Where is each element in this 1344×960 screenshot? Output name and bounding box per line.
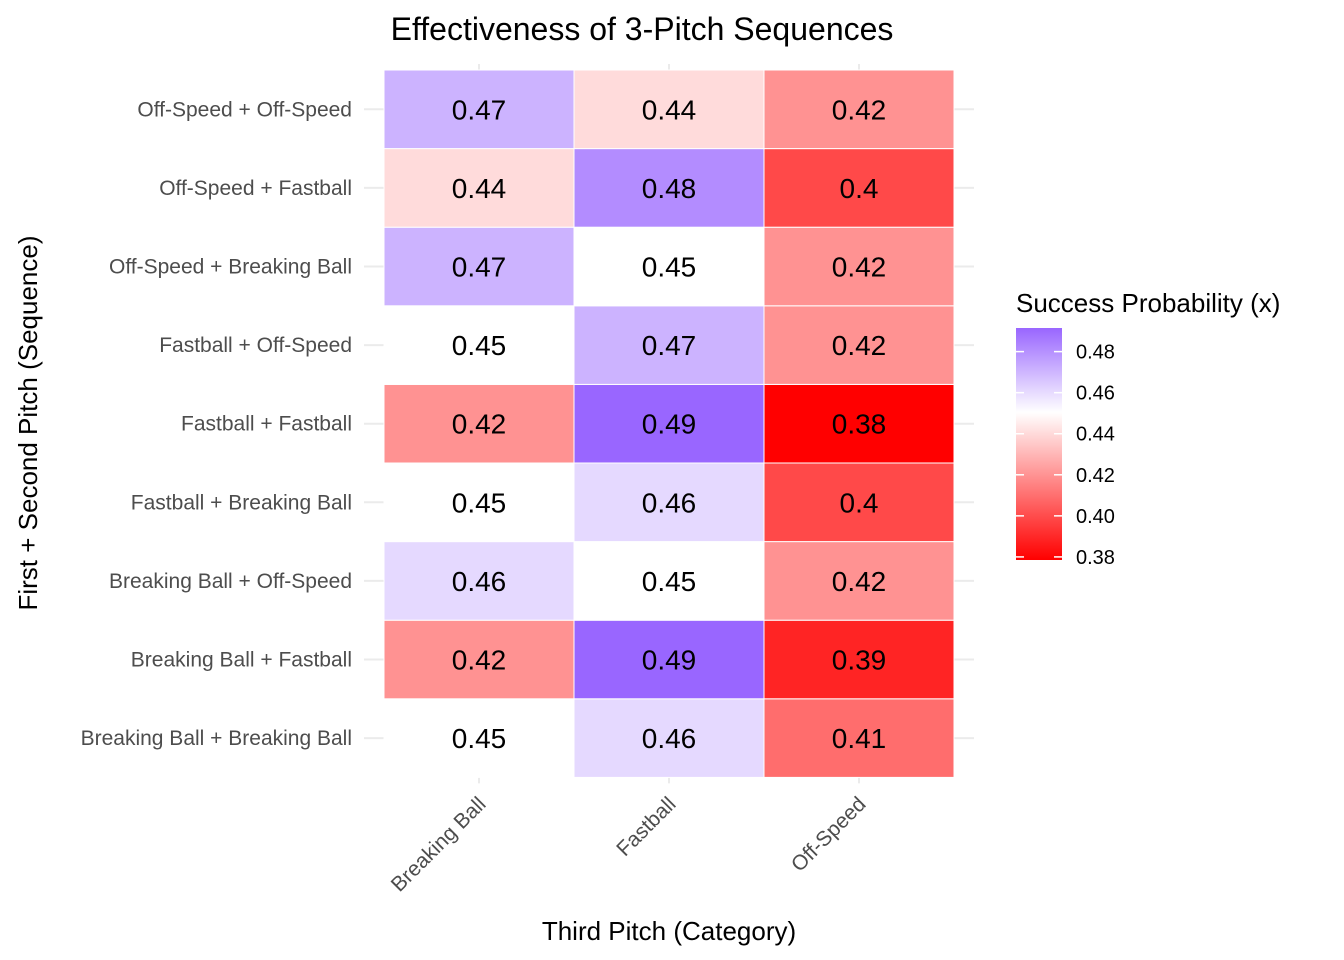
heatmap-cell	[383, 148, 575, 228]
y-tick-label: Off-Speed + Fastball	[159, 177, 352, 200]
y-tick-label: Off-Speed + Breaking Ball	[109, 256, 352, 279]
cell-value-label: 0.42	[832, 94, 887, 125]
heatmap-cell	[573, 541, 765, 621]
legend: Success Probability (x) 0.48 0.46 0.44 0.42…	[1016, 288, 1280, 569]
cell-value-label: 0.47	[452, 252, 507, 283]
cell-value-label: 0.44	[642, 94, 697, 125]
y-tick-label: Fastball + Breaking Ball	[131, 491, 352, 514]
cell-value-label: 0.46	[452, 566, 507, 597]
heatmap-cell	[763, 69, 955, 150]
heatmap-cell	[573, 305, 765, 385]
heatmap-cell	[763, 619, 955, 700]
cell-value-labels: 0.45 0.46 0.41 0.42 0.49 0.39 0.46 0.45 0.42 0.45…	[452, 94, 887, 754]
heatmap-cell	[763, 383, 955, 464]
cell-value-label: 0.48	[642, 173, 697, 204]
heatmap-cell	[573, 383, 765, 464]
cell-value-label: 0.45	[452, 487, 507, 518]
legend-tick-label: 0.44	[1076, 424, 1115, 446]
heatmap-cell	[573, 462, 765, 543]
heatmap-cell	[763, 226, 955, 307]
x-tick-label: Breaking Ball	[387, 793, 491, 897]
cell-value-label: 0.45	[642, 566, 697, 597]
cell-value-label: 0.45	[452, 723, 507, 754]
heatmap-cell	[383, 226, 575, 307]
cell-value-label: 0.42	[832, 566, 887, 597]
cell-value-label: 0.45	[452, 330, 507, 361]
x-tick-label: Fastball	[612, 793, 680, 861]
legend-tick-label: 0.42	[1076, 465, 1115, 487]
cell-value-label: 0.47	[452, 94, 507, 125]
cell-value-label: 0.42	[832, 252, 887, 283]
cell-value-label: 0.44	[452, 173, 507, 204]
heatmap-cell	[383, 383, 575, 464]
heatmap-cell	[573, 619, 765, 700]
y-tick-label: Off-Speed + Off-Speed	[137, 98, 352, 121]
x-tick-label: Off-Speed	[787, 793, 871, 877]
heatmap-cell	[573, 698, 765, 778]
y-tick-label: Breaking Ball + Fastball	[131, 649, 352, 672]
cell-value-label: 0.49	[642, 409, 697, 440]
heatmap-cell	[383, 305, 575, 385]
cell-value-label: 0.42	[452, 409, 507, 440]
cell-value-label: 0.46	[642, 487, 697, 518]
heatmap-cell	[573, 69, 765, 150]
legend-tick-label: 0.38	[1076, 547, 1115, 569]
heatmap-cells	[383, 69, 955, 778]
cell-value-label: 0.38	[832, 409, 887, 440]
y-tick-label: Fastball + Fastball	[181, 413, 352, 436]
heatmap-cell	[383, 462, 575, 543]
legend-tick-label: 0.46	[1076, 383, 1115, 405]
cell-value-label: 0.42	[832, 330, 887, 361]
legend-ticks: 0.48 0.46 0.44 0.42 0.40 0.38	[1016, 342, 1115, 569]
cell-value-label: 0.45	[642, 252, 697, 283]
heatmap-cell	[763, 462, 955, 543]
y-axis-tick-labels: Breaking Ball + Breaking Ball Breaking Ba…	[81, 98, 352, 750]
x-axis-title: Third Pitch (Category)	[542, 916, 796, 946]
y-tick-label: Fastball + Off-Speed	[159, 334, 352, 357]
legend-tick-label: 0.40	[1076, 506, 1115, 528]
y-axis-title: First + Second Pitch (Sequence)	[13, 235, 43, 610]
cell-value-label: 0.41	[832, 723, 887, 754]
heatmap-cell	[383, 541, 575, 621]
y-tick-label: Breaking Ball + Off-Speed	[109, 570, 352, 593]
legend-color-bar	[1016, 328, 1062, 560]
cell-value-label: 0.46	[642, 723, 697, 754]
legend-title: Success Probability (x)	[1016, 288, 1280, 318]
heatmap-cell	[763, 305, 955, 385]
y-tick-label: Breaking Ball + Breaking Ball	[81, 727, 352, 750]
cell-value-label: 0.39	[832, 645, 887, 676]
heatmap-cell	[573, 226, 765, 307]
x-axis-tick-labels: Breaking Ball Fastball Off-Speed	[387, 793, 871, 897]
chart-title: Effectiveness of 3-Pitch Sequences	[391, 11, 894, 47]
legend-tick-label: 0.48	[1076, 342, 1115, 364]
cell-value-label: 0.47	[642, 330, 697, 361]
heatmap-cell	[383, 698, 575, 778]
cell-value-label: 0.42	[452, 645, 507, 676]
heatmap-cell	[573, 148, 765, 228]
heatmap-cell	[763, 148, 955, 228]
cell-value-label: 0.4	[840, 487, 879, 518]
cell-value-label: 0.49	[642, 645, 697, 676]
cell-value-label: 0.4	[840, 173, 879, 204]
